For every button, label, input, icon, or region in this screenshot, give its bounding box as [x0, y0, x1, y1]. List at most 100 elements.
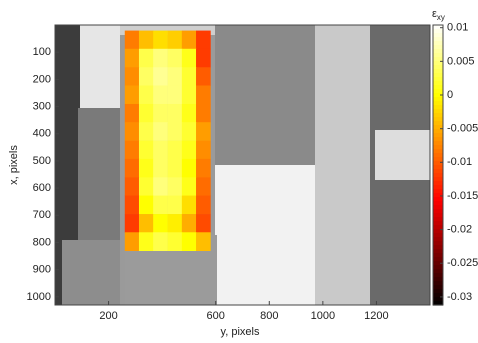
colorbar-slice	[433, 301, 443, 306]
colorbar-slice	[433, 233, 443, 238]
colorbar-slice	[433, 261, 443, 266]
colorbar-slice	[433, 273, 443, 278]
colorbar-slice	[433, 25, 443, 30]
colorbar-tick-label: -0.01	[447, 156, 472, 168]
y-tick-label: 900	[33, 264, 51, 276]
strain-cell	[196, 214, 211, 233]
colorbar-slice	[433, 221, 443, 226]
strain-cell	[196, 122, 211, 141]
colorbar-tick-label: 0.005	[447, 55, 475, 67]
x-tick-label: 1200	[364, 310, 388, 322]
strain-cell	[167, 232, 183, 251]
colorbar-slice	[433, 173, 443, 178]
strain-cell	[181, 232, 197, 251]
colorbar-slice	[433, 61, 443, 66]
strain-cell	[167, 30, 183, 50]
strain-cell	[196, 140, 211, 160]
strain-cell	[138, 158, 154, 178]
colorbar-slice	[433, 193, 443, 198]
strain-cell	[196, 195, 211, 215]
y-tick-label: 500	[33, 155, 51, 167]
colorbar-tick-label: -0.005	[447, 123, 478, 135]
strain-cell	[181, 103, 197, 123]
y-tick-label: 1000	[27, 291, 51, 303]
colorbar-slice	[433, 297, 443, 302]
colorbar-slice	[433, 181, 443, 186]
strain-cell	[138, 85, 154, 105]
colorbar-slice	[433, 73, 443, 78]
colorbar-slice	[433, 185, 443, 190]
strain-cell	[196, 67, 211, 86]
strain-cell	[181, 67, 197, 86]
strain-cell	[167, 48, 183, 68]
colorbar-tick-label: 0.01	[447, 22, 468, 34]
colorbar-slice	[433, 281, 443, 286]
y-tick-label: 300	[33, 100, 51, 112]
colorbar-slice	[433, 141, 443, 146]
plot-frame	[54, 24, 431, 306]
strain-cell	[124, 122, 140, 141]
strain-cell	[153, 232, 168, 251]
colorbar-slice	[433, 33, 443, 38]
colorbar-slice	[433, 57, 443, 62]
strain-cell	[167, 122, 183, 141]
strain-cell	[181, 158, 197, 178]
colorbar-slice	[433, 201, 443, 206]
colorbar-slice	[433, 69, 443, 74]
colorbar-slice	[433, 117, 443, 122]
colorbar-slice	[433, 93, 443, 98]
colorbar-slice	[433, 145, 443, 150]
colorbar-slice	[433, 109, 443, 114]
colorbar-slice	[433, 149, 443, 154]
colorbar-slice	[433, 225, 443, 230]
strain-cell	[181, 177, 197, 197]
strain-cell	[181, 122, 197, 141]
colorbar-tick-label: 0	[447, 89, 453, 101]
colorbar-slice	[433, 45, 443, 50]
strain-cell	[124, 48, 140, 68]
colorbar-slice	[433, 241, 443, 246]
colorbar-slice	[433, 153, 443, 158]
strain-cell	[181, 195, 197, 215]
strain-cell	[181, 48, 197, 68]
x-tick-label: 800	[260, 310, 278, 322]
colorbar-slice	[433, 197, 443, 202]
strain-cell	[153, 122, 168, 141]
colorbar-tick-label: -0.025	[447, 257, 478, 269]
y-tick-label: 600	[33, 182, 51, 194]
strain-cell	[167, 103, 183, 123]
strain-cell	[167, 85, 183, 105]
colorbar-slice	[433, 169, 443, 174]
strain-cell	[167, 177, 183, 197]
strain-cell	[124, 30, 140, 50]
colorbar-slice	[433, 81, 443, 86]
colorbar-slice	[433, 189, 443, 194]
colorbar-slice	[433, 129, 443, 134]
colorbar-slice	[433, 285, 443, 290]
strain-cell	[196, 158, 211, 178]
strain-cell	[153, 195, 168, 215]
strain-cell	[153, 30, 168, 50]
strain-cell	[196, 177, 211, 197]
strain-cell	[153, 67, 168, 86]
colorbar-slice	[433, 101, 443, 106]
strain-cell	[167, 67, 183, 86]
strain-cell	[138, 122, 154, 141]
colorbar-slice	[433, 77, 443, 82]
x-tick-label: 600	[207, 310, 225, 322]
colorbar-slice	[433, 269, 443, 274]
colorbar-slice	[433, 41, 443, 46]
strain-cell	[138, 232, 154, 251]
colorbar-slice	[433, 205, 443, 210]
colorbar-slice	[433, 37, 443, 42]
colorbar-slice	[433, 161, 443, 166]
colorbar-tick-label: -0.02	[447, 224, 472, 236]
colorbar-slice	[433, 29, 443, 34]
colorbar-slice	[433, 177, 443, 182]
strain-cell	[167, 195, 183, 215]
y-tick-label: 800	[33, 236, 51, 248]
colorbar-frame	[432, 24, 444, 306]
strain-cell	[138, 195, 154, 215]
strain-cell	[124, 195, 140, 215]
strain-cell	[138, 67, 154, 86]
